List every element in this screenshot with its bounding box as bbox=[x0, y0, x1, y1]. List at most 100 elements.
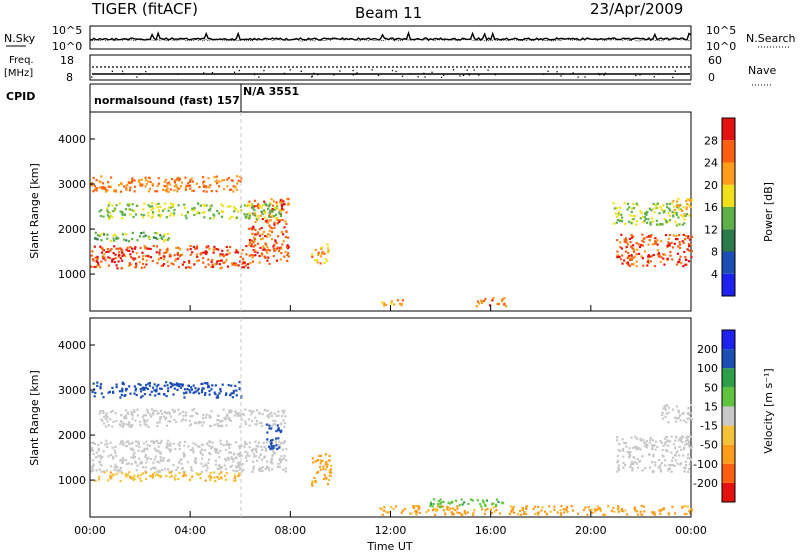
power-cell bbox=[630, 236, 633, 239]
velocity-cell bbox=[93, 395, 96, 398]
velocity-cell bbox=[629, 465, 632, 469]
velocity-cell bbox=[670, 435, 673, 438]
freq-dot bbox=[395, 70, 397, 73]
velocity-cell bbox=[222, 444, 225, 447]
power-cell bbox=[311, 255, 314, 258]
velocity-cell bbox=[120, 439, 124, 443]
power-cell bbox=[207, 209, 210, 212]
power-cell bbox=[175, 179, 178, 182]
power-cell bbox=[121, 217, 124, 220]
power-cell bbox=[632, 214, 635, 217]
power-cell bbox=[653, 211, 656, 214]
power-cell bbox=[167, 264, 170, 267]
velocity-cell bbox=[111, 425, 114, 428]
power-cell bbox=[156, 232, 159, 235]
velocity-cell bbox=[688, 463, 691, 466]
power-cell bbox=[111, 260, 114, 263]
velocity-cell bbox=[170, 474, 174, 478]
velocity-cell bbox=[622, 455, 625, 458]
power-cell bbox=[251, 205, 254, 208]
velocity-cell bbox=[146, 408, 149, 411]
velocity-cell bbox=[634, 435, 637, 439]
velocity-cell bbox=[121, 421, 124, 424]
power-cell bbox=[663, 217, 666, 221]
power-cell bbox=[261, 254, 264, 257]
power-cell bbox=[393, 303, 396, 306]
velocity-cell bbox=[654, 464, 657, 467]
velocity-cell bbox=[689, 417, 692, 420]
velocity-cell bbox=[178, 471, 181, 474]
power-cell bbox=[167, 209, 170, 212]
power-cell bbox=[616, 239, 619, 242]
power-cell bbox=[150, 205, 154, 208]
velocity-cell bbox=[167, 411, 170, 414]
power-cell bbox=[256, 218, 259, 222]
colorbar-tick-label: 24 bbox=[704, 157, 718, 170]
power-cell bbox=[226, 178, 229, 181]
velocity-cell bbox=[637, 447, 641, 450]
velocity-cell bbox=[264, 423, 268, 426]
velocity-cell bbox=[234, 474, 237, 477]
power-cell bbox=[247, 227, 250, 230]
velocity-cell bbox=[270, 460, 273, 463]
velocity-cell bbox=[688, 441, 691, 444]
power-cell bbox=[143, 244, 146, 248]
velocity-cell bbox=[461, 513, 464, 516]
freq-dot bbox=[352, 74, 354, 76]
power-cell bbox=[268, 219, 271, 222]
velocity-cell bbox=[162, 415, 165, 418]
velocity-cell bbox=[632, 462, 635, 465]
power-cell bbox=[269, 202, 272, 205]
freq-dot bbox=[653, 76, 655, 78]
velocity-cell bbox=[442, 500, 445, 503]
velocity-cell bbox=[224, 416, 227, 419]
power-cell bbox=[172, 205, 175, 208]
power-cell bbox=[484, 297, 487, 300]
power-cell bbox=[128, 263, 132, 266]
power-cell bbox=[663, 253, 667, 256]
velocity-cell bbox=[118, 390, 121, 393]
power-cell bbox=[684, 258, 688, 261]
power-cell bbox=[253, 212, 256, 215]
power-cell bbox=[684, 214, 687, 218]
velocity-cell bbox=[179, 441, 182, 444]
power-cell bbox=[157, 214, 160, 217]
velocity-cell bbox=[134, 419, 137, 422]
freq-dot bbox=[577, 76, 579, 78]
velocity-cell bbox=[220, 471, 223, 474]
power-cell bbox=[617, 213, 620, 217]
velocity-cell bbox=[159, 409, 162, 412]
velocity-cell bbox=[209, 478, 212, 482]
velocity-cell bbox=[133, 385, 136, 388]
velocity-cell bbox=[100, 455, 104, 459]
velocity-cell bbox=[111, 455, 114, 458]
velocity-cell bbox=[317, 459, 320, 462]
velocity-cell bbox=[169, 381, 172, 385]
power-cell bbox=[173, 254, 176, 257]
velocity-cell bbox=[525, 506, 528, 509]
power-cell bbox=[179, 185, 182, 188]
power-cell bbox=[619, 246, 622, 249]
power-cell bbox=[140, 232, 143, 235]
velocity-cell bbox=[622, 466, 625, 469]
velocity-cell bbox=[197, 473, 200, 477]
power-cell bbox=[317, 253, 320, 256]
power-cell bbox=[105, 251, 108, 254]
velocity-cell bbox=[144, 414, 148, 417]
power-cell bbox=[243, 213, 246, 216]
power-cell bbox=[651, 243, 654, 246]
power-cell bbox=[162, 209, 165, 212]
velocity-cell bbox=[642, 505, 645, 508]
velocity-cell bbox=[648, 441, 651, 444]
power-cell bbox=[316, 261, 319, 264]
velocity-cell bbox=[225, 440, 229, 443]
power-cell bbox=[125, 248, 128, 251]
velocity-cell bbox=[187, 445, 190, 448]
power-cell bbox=[151, 184, 154, 187]
power-cell bbox=[625, 240, 628, 244]
power-cell bbox=[248, 204, 251, 207]
power-cell bbox=[491, 299, 494, 302]
velocity-cell bbox=[129, 425, 133, 428]
freq-dot bbox=[674, 70, 676, 72]
velocity-cell bbox=[630, 460, 634, 463]
